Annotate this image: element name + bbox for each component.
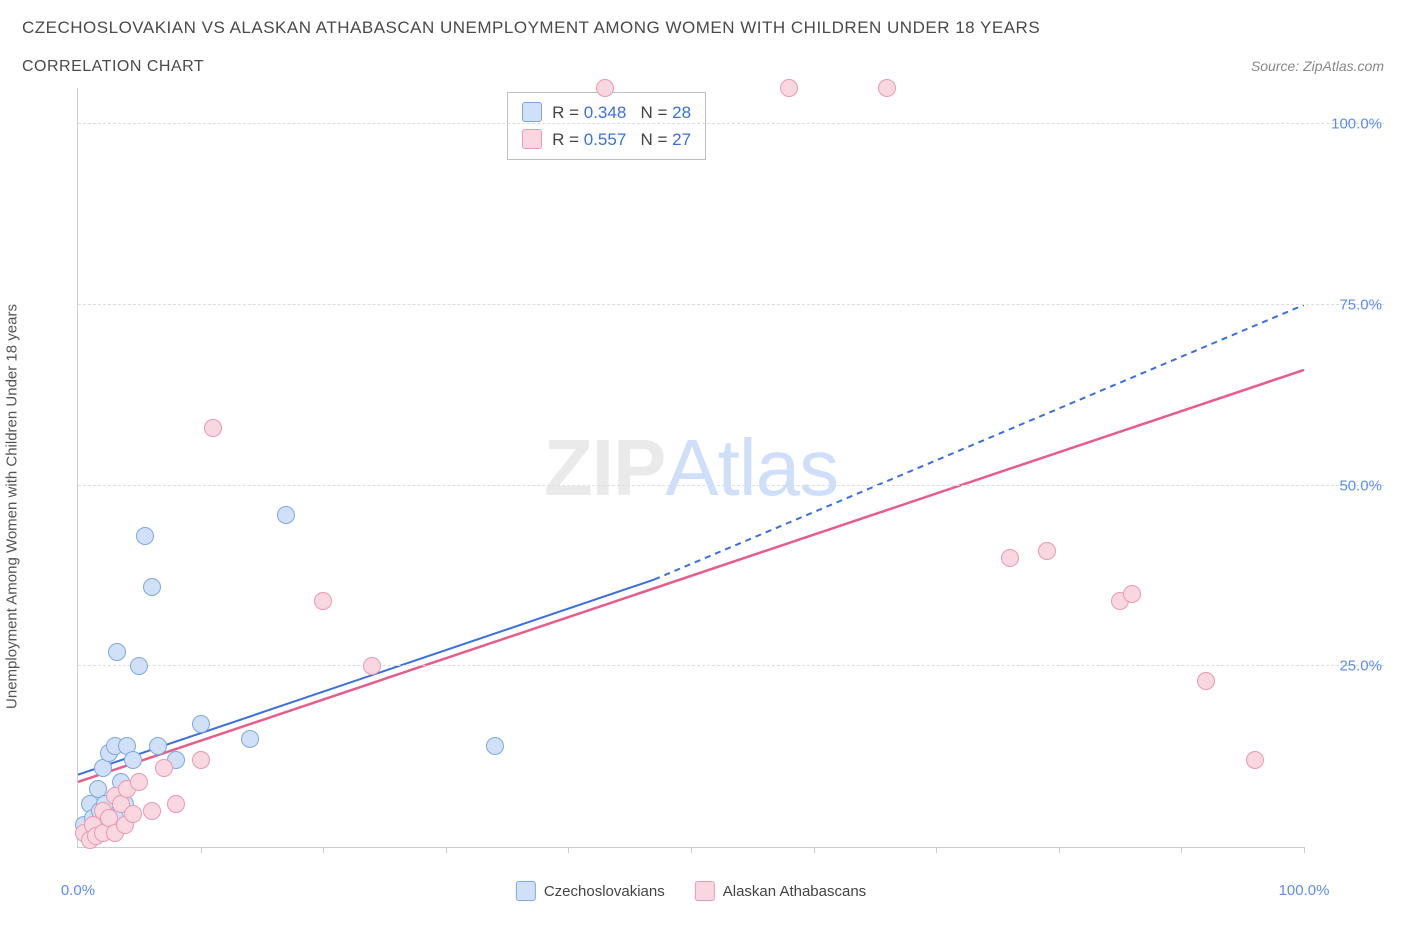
scatter-point [155,759,173,777]
stats-row: R = 0.348 N = 28 [522,99,691,126]
legend-label: Alaskan Athabascans [723,883,866,900]
scatter-point [1123,585,1141,603]
legend: Czechoslovakians Alaskan Athabascans [516,881,866,901]
scatter-point [149,737,167,755]
legend-swatch-icon [516,881,536,901]
y-axis-label: Unemployment Among Women with Children U… [4,304,21,709]
x-tick [1181,847,1182,853]
x-tick [1059,847,1060,853]
gridline-horizontal [78,123,1384,124]
chart-header: CZECHOSLOVAKIAN VS ALASKAN ATHABASCAN UN… [0,0,1406,76]
scatter-point [314,592,332,610]
scatter-point [143,802,161,820]
legend-swatch-icon [695,881,715,901]
legend-item: Alaskan Athabascans [695,881,866,901]
r-label: R = [552,130,584,149]
stats-swatch-icon [522,129,542,149]
watermark-zip: ZIP [544,423,665,512]
scatter-point [192,715,210,733]
n-value: 28 [672,103,691,122]
scatter-point [124,805,142,823]
x-tick [936,847,937,853]
x-tick-label: 100.0% [1279,882,1330,899]
scatter-point [363,657,381,675]
y-tick-label: 75.0% [1312,296,1382,313]
gridline-horizontal [78,665,1384,666]
scatter-point [1246,751,1264,769]
scatter-point [130,657,148,675]
correlation-stats-box: R = 0.348 N = 28R = 0.557 N = 27 [507,92,706,160]
y-tick-label: 50.0% [1312,477,1382,494]
n-label: N = [626,103,672,122]
scatter-point [108,643,126,661]
plot-area: ZIPAtlas R = 0.348 N = 28R = 0.557 N = 2… [77,88,1304,848]
trend-line-dashed [654,305,1304,580]
gridline-horizontal [78,485,1384,486]
scatter-point [878,79,896,97]
source-attribution: Source: ZipAtlas.com [1251,58,1384,74]
x-tick [323,847,324,853]
x-tick [814,847,815,853]
y-tick-label: 100.0% [1312,116,1382,133]
scatter-point [486,737,504,755]
chart-container: Unemployment Among Women with Children U… [22,88,1384,908]
trend-line-solid [78,370,1304,782]
stats-swatch-icon [522,102,542,122]
scatter-point [1001,549,1019,567]
scatter-point [1197,672,1215,690]
scatter-point [277,506,295,524]
scatter-point [596,79,614,97]
scatter-point [167,795,185,813]
n-value: 27 [672,130,691,149]
x-tick [446,847,447,853]
scatter-point [143,578,161,596]
n-label: N = [626,130,672,149]
trend-lines [78,88,1304,847]
r-value: 0.557 [584,130,627,149]
legend-label: Czechoslovakians [544,883,665,900]
gridline-horizontal [78,304,1384,305]
x-tick [201,847,202,853]
scatter-point [130,773,148,791]
stats-row: R = 0.557 N = 27 [522,126,691,153]
chart-title-line1: CZECHOSLOVAKIAN VS ALASKAN ATHABASCAN UN… [22,18,1384,38]
watermark: ZIPAtlas [544,422,838,514]
scatter-point [192,751,210,769]
x-tick [1304,847,1305,853]
x-tick [691,847,692,853]
watermark-atlas: Atlas [665,423,838,512]
legend-item: Czechoslovakians [516,881,665,901]
scatter-point [124,751,142,769]
chart-title-line2: CORRELATION CHART [22,58,204,76]
scatter-point [136,527,154,545]
r-value: 0.348 [584,103,627,122]
scatter-point [780,79,798,97]
r-label: R = [552,103,584,122]
x-tick-label: 0.0% [61,882,95,899]
scatter-point [204,419,222,437]
y-tick-label: 25.0% [1312,658,1382,675]
scatter-point [1038,542,1056,560]
scatter-point [241,730,259,748]
x-tick [568,847,569,853]
